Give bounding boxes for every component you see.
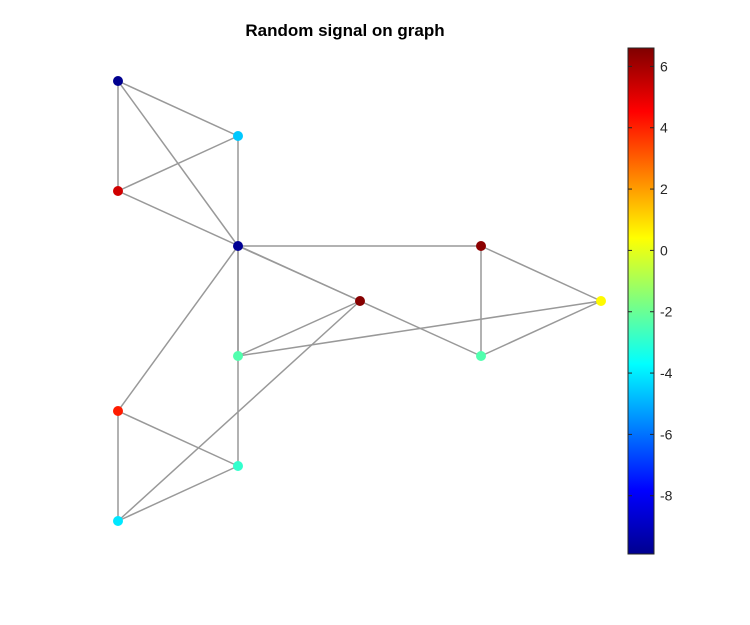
colorbar-tick-label: -4 bbox=[660, 365, 673, 381]
colorbar-tick-label: 0 bbox=[660, 242, 668, 258]
graph-node bbox=[113, 406, 123, 416]
colorbar: 6 4 2 0 -2 -4 -6 -8 bbox=[627, 47, 673, 555]
colorbar-tick-label: 2 bbox=[660, 181, 668, 197]
graph-edge bbox=[117, 80, 239, 137]
colorbar-tick-label: 4 bbox=[660, 120, 668, 136]
graph-node bbox=[596, 296, 606, 306]
graph-node bbox=[355, 296, 365, 306]
graph-edge bbox=[237, 245, 361, 302]
graph-edge bbox=[117, 245, 239, 412]
graph-node bbox=[113, 76, 123, 86]
graph-edge bbox=[237, 300, 602, 357]
colorbar-gradient bbox=[627, 47, 655, 555]
colorbar-tick-label: -6 bbox=[660, 426, 673, 442]
graph-edge bbox=[117, 410, 239, 467]
graph-node bbox=[233, 351, 243, 361]
graph-node bbox=[233, 241, 243, 251]
graph-node bbox=[113, 186, 123, 196]
edges-layer bbox=[117, 80, 602, 522]
graph-node bbox=[233, 461, 243, 471]
graph-node bbox=[476, 351, 486, 361]
graph-edge bbox=[237, 300, 361, 357]
colorbar-tick-label: -8 bbox=[660, 488, 673, 504]
colorbar-tick-label: 6 bbox=[660, 58, 668, 74]
graph-edge bbox=[480, 300, 602, 357]
graph-node bbox=[113, 516, 123, 526]
graph-node bbox=[476, 241, 486, 251]
nodes-layer bbox=[113, 76, 606, 526]
graph-edge bbox=[117, 465, 239, 522]
graph-edge bbox=[117, 300, 361, 522]
graph-edge bbox=[480, 245, 602, 302]
graph-node bbox=[233, 131, 243, 141]
chart-title: Random signal on graph bbox=[245, 21, 445, 40]
colorbar-tick-label: -2 bbox=[660, 304, 673, 320]
graph-edge bbox=[117, 135, 239, 192]
colorbar-ticks: 6 4 2 0 -2 -4 -6 -8 bbox=[628, 58, 673, 504]
